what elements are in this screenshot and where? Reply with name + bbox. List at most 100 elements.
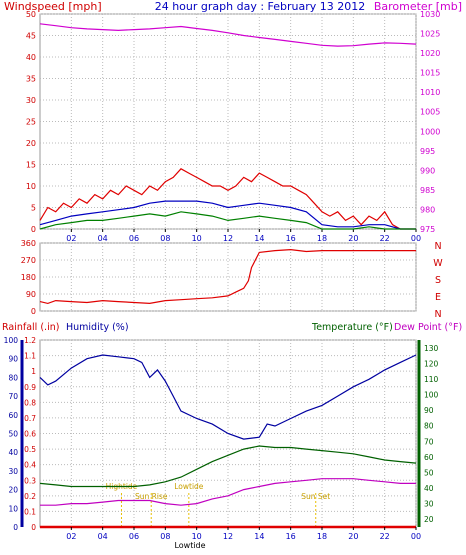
temperature-tick-label: 90 — [424, 406, 434, 415]
x-tick-label: 18 — [317, 532, 327, 541]
rainfall-tick-label: 0.1 — [24, 507, 36, 516]
rain-time-axis: 02 04 06 08 10 12 14 16 18 20 22 00 — [66, 527, 421, 541]
windspeed-label: Windspeed [mph] — [4, 0, 102, 13]
temperature-tick-label: 40 — [424, 484, 434, 493]
direction-tick-label: 0 — [31, 307, 36, 316]
series-line — [39, 354, 417, 440]
direction-line — [39, 248, 416, 305]
rainfall-tick-label: 0.3 — [24, 476, 36, 485]
series-line — [39, 23, 417, 47]
x-tick-label: 10 — [192, 532, 202, 541]
dewpoint-label: Dew Point (°F) — [394, 322, 462, 333]
temperature-tick-label: 20 — [424, 515, 434, 524]
windspeed-tick-label: 45 — [26, 32, 36, 41]
x-tick-label: 02 — [66, 532, 76, 541]
windspeed-tick-label: 20 — [26, 139, 36, 148]
barometer-tick-label: 1005 — [420, 108, 440, 117]
barometer-tick-label: 1015 — [420, 69, 440, 78]
windspeed-tick-label: 50 — [26, 10, 36, 19]
annotation-label: Lowtide — [174, 482, 204, 491]
x-tick-label: 04 — [98, 234, 108, 243]
windspeed-tick-label: 0 — [31, 225, 36, 234]
humidity-tick-label: 50 — [8, 430, 18, 439]
barometer-tick-label: 1025 — [420, 30, 440, 39]
rainfall-tick-label: 0.2 — [24, 492, 36, 501]
barometer-tick-label: 985 — [420, 186, 435, 195]
rainfall-tick-label: 0.9 — [24, 383, 36, 392]
direction-series — [39, 248, 416, 305]
x-tick-label: 10 — [192, 234, 202, 243]
direction-tick-label: 360 — [21, 239, 36, 248]
x-tick-label: 08 — [160, 234, 170, 243]
rainfall-label: Rainfall (.in) — [2, 322, 59, 333]
temperature-tick-label: 130 — [424, 344, 439, 353]
series-line — [39, 445, 417, 488]
direction-tick-label: 180 — [21, 273, 36, 282]
barometer-tick-label: 1010 — [420, 88, 440, 97]
windspeed-tick-label: 25 — [26, 118, 36, 127]
humidity-tick-label: 10 — [8, 504, 18, 513]
humidity-tick-label: 80 — [8, 373, 18, 382]
rainfall-tick-label: 0.4 — [24, 461, 36, 470]
humidity-tick-label: 0 — [13, 523, 18, 532]
temperature-tick-label: 70 — [424, 437, 434, 446]
windspeed-tick-label: 35 — [26, 75, 36, 84]
rainfall-tick-label: 0.8 — [24, 398, 36, 407]
humidity-label: Humidity (%) — [66, 322, 129, 333]
temperature-tick-label: 100 — [424, 391, 439, 400]
x-tick-label: 12 — [223, 234, 233, 243]
x-tick-label: 00 — [411, 532, 421, 541]
x-tick-label: 08 — [160, 532, 170, 541]
compass-label: N — [434, 309, 441, 320]
x-tick-label: 06 — [129, 234, 139, 243]
barometer-tick-label: 995 — [420, 147, 435, 156]
x-tick-label: 02 — [66, 234, 76, 243]
direction-degrees-axis: 0 90 180 270 360 — [21, 239, 36, 316]
humidity-tick-label: 30 — [8, 467, 18, 476]
wind-barometer-panel: Windspeed [mph] 24 hour graph day : Febr… — [4, 0, 462, 243]
temperature-tick-label: 80 — [424, 422, 434, 431]
annotation-label: Sun Set — [301, 492, 330, 501]
rainfall-tick-label: 1.1 — [24, 352, 36, 361]
humidity-tick-label: 70 — [8, 392, 18, 401]
x-tick-label: 16 — [286, 532, 296, 541]
wind-series — [39, 23, 417, 230]
wind-time-axis: 02 04 06 08 10 12 14 16 18 20 22 00 — [66, 229, 421, 243]
humidity-tick-label: 90 — [8, 355, 18, 364]
humidity-axis: 0 10 20 30 40 50 60 70 80 90 100 — [4, 336, 24, 532]
chart-title: 24 hour graph day : February 13 2012 — [155, 0, 366, 13]
barometer-tick-label: 1020 — [420, 49, 440, 58]
x-tick-label: 16 — [286, 234, 296, 243]
x-tick-label: 20 — [348, 532, 358, 541]
humidity-tick-label: 40 — [8, 448, 18, 457]
rain-temp-panel: Rainfall (.in) Humidity (%) Temperature … — [2, 322, 462, 550]
x-tick-label: 14 — [254, 234, 264, 243]
temperature-tick-label: 30 — [424, 500, 434, 509]
windspeed-tick-label: 10 — [26, 182, 36, 191]
rainfall-tick-label: 1.2 — [24, 336, 36, 345]
series-line — [39, 211, 416, 230]
temperature-tick-label: 120 — [424, 359, 439, 368]
humidity-tick-label: 100 — [4, 336, 19, 345]
x-tick-label: 04 — [98, 532, 108, 541]
barometer-tick-label: 990 — [420, 166, 435, 175]
windspeed-tick-label: 15 — [26, 161, 36, 170]
windspeed-tick-label: 40 — [26, 53, 36, 62]
barometer-tick-label: 1030 — [420, 10, 440, 19]
series-line — [40, 478, 416, 506]
x-tick-label: 22 — [380, 532, 390, 541]
rainfall-tick-label: 0.7 — [24, 414, 36, 423]
compass-label: S — [435, 275, 441, 286]
x-tick-label: 14 — [254, 532, 264, 541]
x-tick-label: 18 — [317, 234, 327, 243]
annotation-label: Sun Rise — [135, 492, 168, 501]
humidity-tick-label: 60 — [8, 411, 18, 420]
rainfall-tick-label: 0.5 — [24, 445, 36, 454]
rainfall-axis: 0 0.1 0.2 0.3 0.4 0.5 0.6 0.7 0.8 0.9 1 1.1 1.2 — [24, 336, 36, 532]
humidity-tick-label: 20 — [8, 486, 18, 495]
direction-gridlines — [40, 242, 417, 312]
x-tick-label: 22 — [380, 234, 390, 243]
